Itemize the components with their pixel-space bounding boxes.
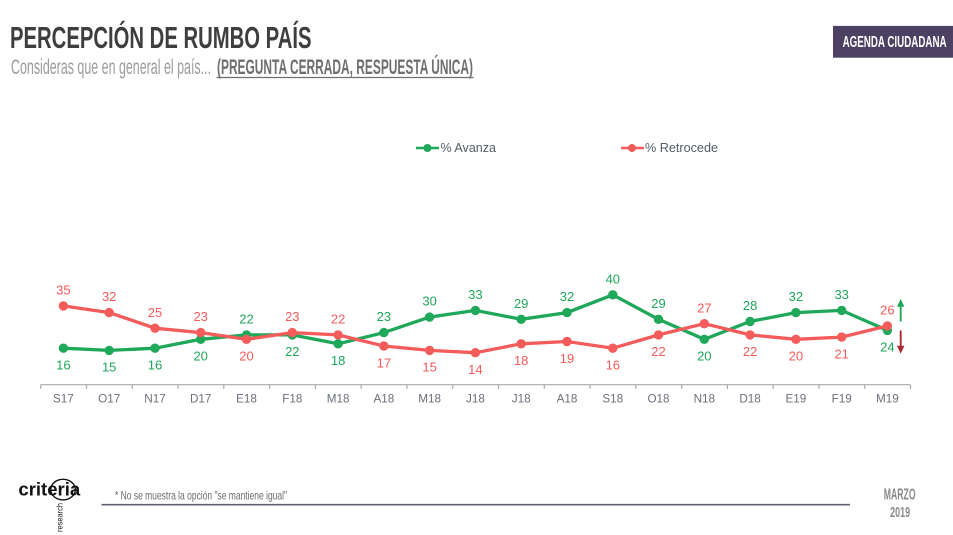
svg-text:M18: M18 [418, 392, 441, 405]
svg-text:16: 16 [606, 358, 620, 373]
svg-text:20: 20 [789, 349, 803, 364]
svg-text:S17: S17 [53, 392, 74, 405]
svg-text:40: 40 [606, 271, 620, 286]
svg-text:% Avanza: % Avanza [441, 140, 497, 155]
svg-text:research: research [55, 503, 65, 532]
svg-text:A18: A18 [557, 392, 578, 405]
svg-text:PERCEPCIÓN DE RUMBO PAÍS: PERCEPCIÓN DE RUMBO PAÍS [10, 19, 312, 55]
svg-text:27: 27 [697, 300, 711, 315]
svg-text:21: 21 [834, 346, 848, 361]
svg-text:15: 15 [102, 360, 116, 375]
svg-text:22: 22 [331, 312, 345, 327]
svg-text:22: 22 [285, 344, 299, 359]
svg-text:F18: F18 [282, 392, 302, 405]
svg-text:19: 19 [560, 351, 574, 366]
svg-text:23: 23 [377, 309, 391, 324]
svg-text:16: 16 [148, 358, 162, 373]
svg-text:F19: F19 [832, 392, 852, 405]
svg-text:M19: M19 [876, 392, 899, 405]
svg-text:16: 16 [56, 358, 70, 373]
svg-text:E19: E19 [786, 392, 807, 405]
svg-text:E18: E18 [236, 392, 257, 405]
svg-text:33: 33 [468, 287, 482, 302]
svg-text:20: 20 [697, 349, 711, 364]
svg-text:Consideras que en general el p: Consideras que en general el país... [11, 56, 211, 79]
svg-text:A18: A18 [374, 392, 395, 405]
svg-text:14: 14 [468, 362, 482, 377]
svg-text:22: 22 [743, 344, 757, 359]
svg-text:20: 20 [193, 349, 207, 364]
svg-text:18: 18 [331, 353, 345, 368]
svg-text:D18: D18 [739, 392, 760, 405]
svg-text:(PREGUNTA CERRADA, RESPUESTA Ú: (PREGUNTA CERRADA, RESPUESTA ÚNICA) [217, 55, 473, 79]
svg-text:26: 26 [880, 303, 894, 318]
svg-text:35: 35 [56, 283, 70, 298]
svg-text:J18: J18 [466, 392, 485, 405]
svg-text:criteria: criteria [18, 480, 81, 500]
svg-text:15: 15 [422, 360, 436, 375]
svg-text:23: 23 [285, 309, 299, 324]
svg-text:17: 17 [377, 355, 391, 370]
svg-text:AGENDA CIUDADANA: AGENDA CIUDADANA [843, 34, 947, 51]
svg-text:32: 32 [560, 289, 574, 304]
svg-text:MARZO: MARZO [884, 487, 916, 504]
svg-text:32: 32 [102, 289, 116, 304]
svg-text:28: 28 [743, 298, 757, 313]
svg-text:23: 23 [193, 309, 207, 324]
svg-text:* No se muestra la opción "se: * No se muestra la opción "se mantiene i… [115, 488, 287, 502]
svg-text:30: 30 [422, 294, 436, 309]
svg-text:2019: 2019 [890, 504, 910, 521]
svg-text:18: 18 [514, 353, 528, 368]
svg-text:% Retrocede: % Retrocede [645, 140, 718, 155]
svg-text:25: 25 [148, 305, 162, 320]
svg-text:J18: J18 [512, 392, 531, 405]
svg-text:O18: O18 [647, 392, 669, 405]
svg-text:N18: N18 [694, 392, 715, 405]
svg-text:24: 24 [880, 340, 894, 355]
svg-text:33: 33 [834, 287, 848, 302]
svg-text:N17: N17 [144, 392, 165, 405]
svg-text:M18: M18 [327, 392, 350, 405]
svg-text:32: 32 [789, 289, 803, 304]
svg-text:O17: O17 [98, 392, 120, 405]
svg-text:29: 29 [651, 296, 665, 311]
svg-text:D17: D17 [190, 392, 211, 405]
svg-text:29: 29 [514, 296, 528, 311]
svg-text:22: 22 [651, 344, 665, 359]
svg-text:20: 20 [239, 349, 253, 364]
svg-text:S18: S18 [602, 392, 623, 405]
svg-text:22: 22 [239, 312, 253, 327]
